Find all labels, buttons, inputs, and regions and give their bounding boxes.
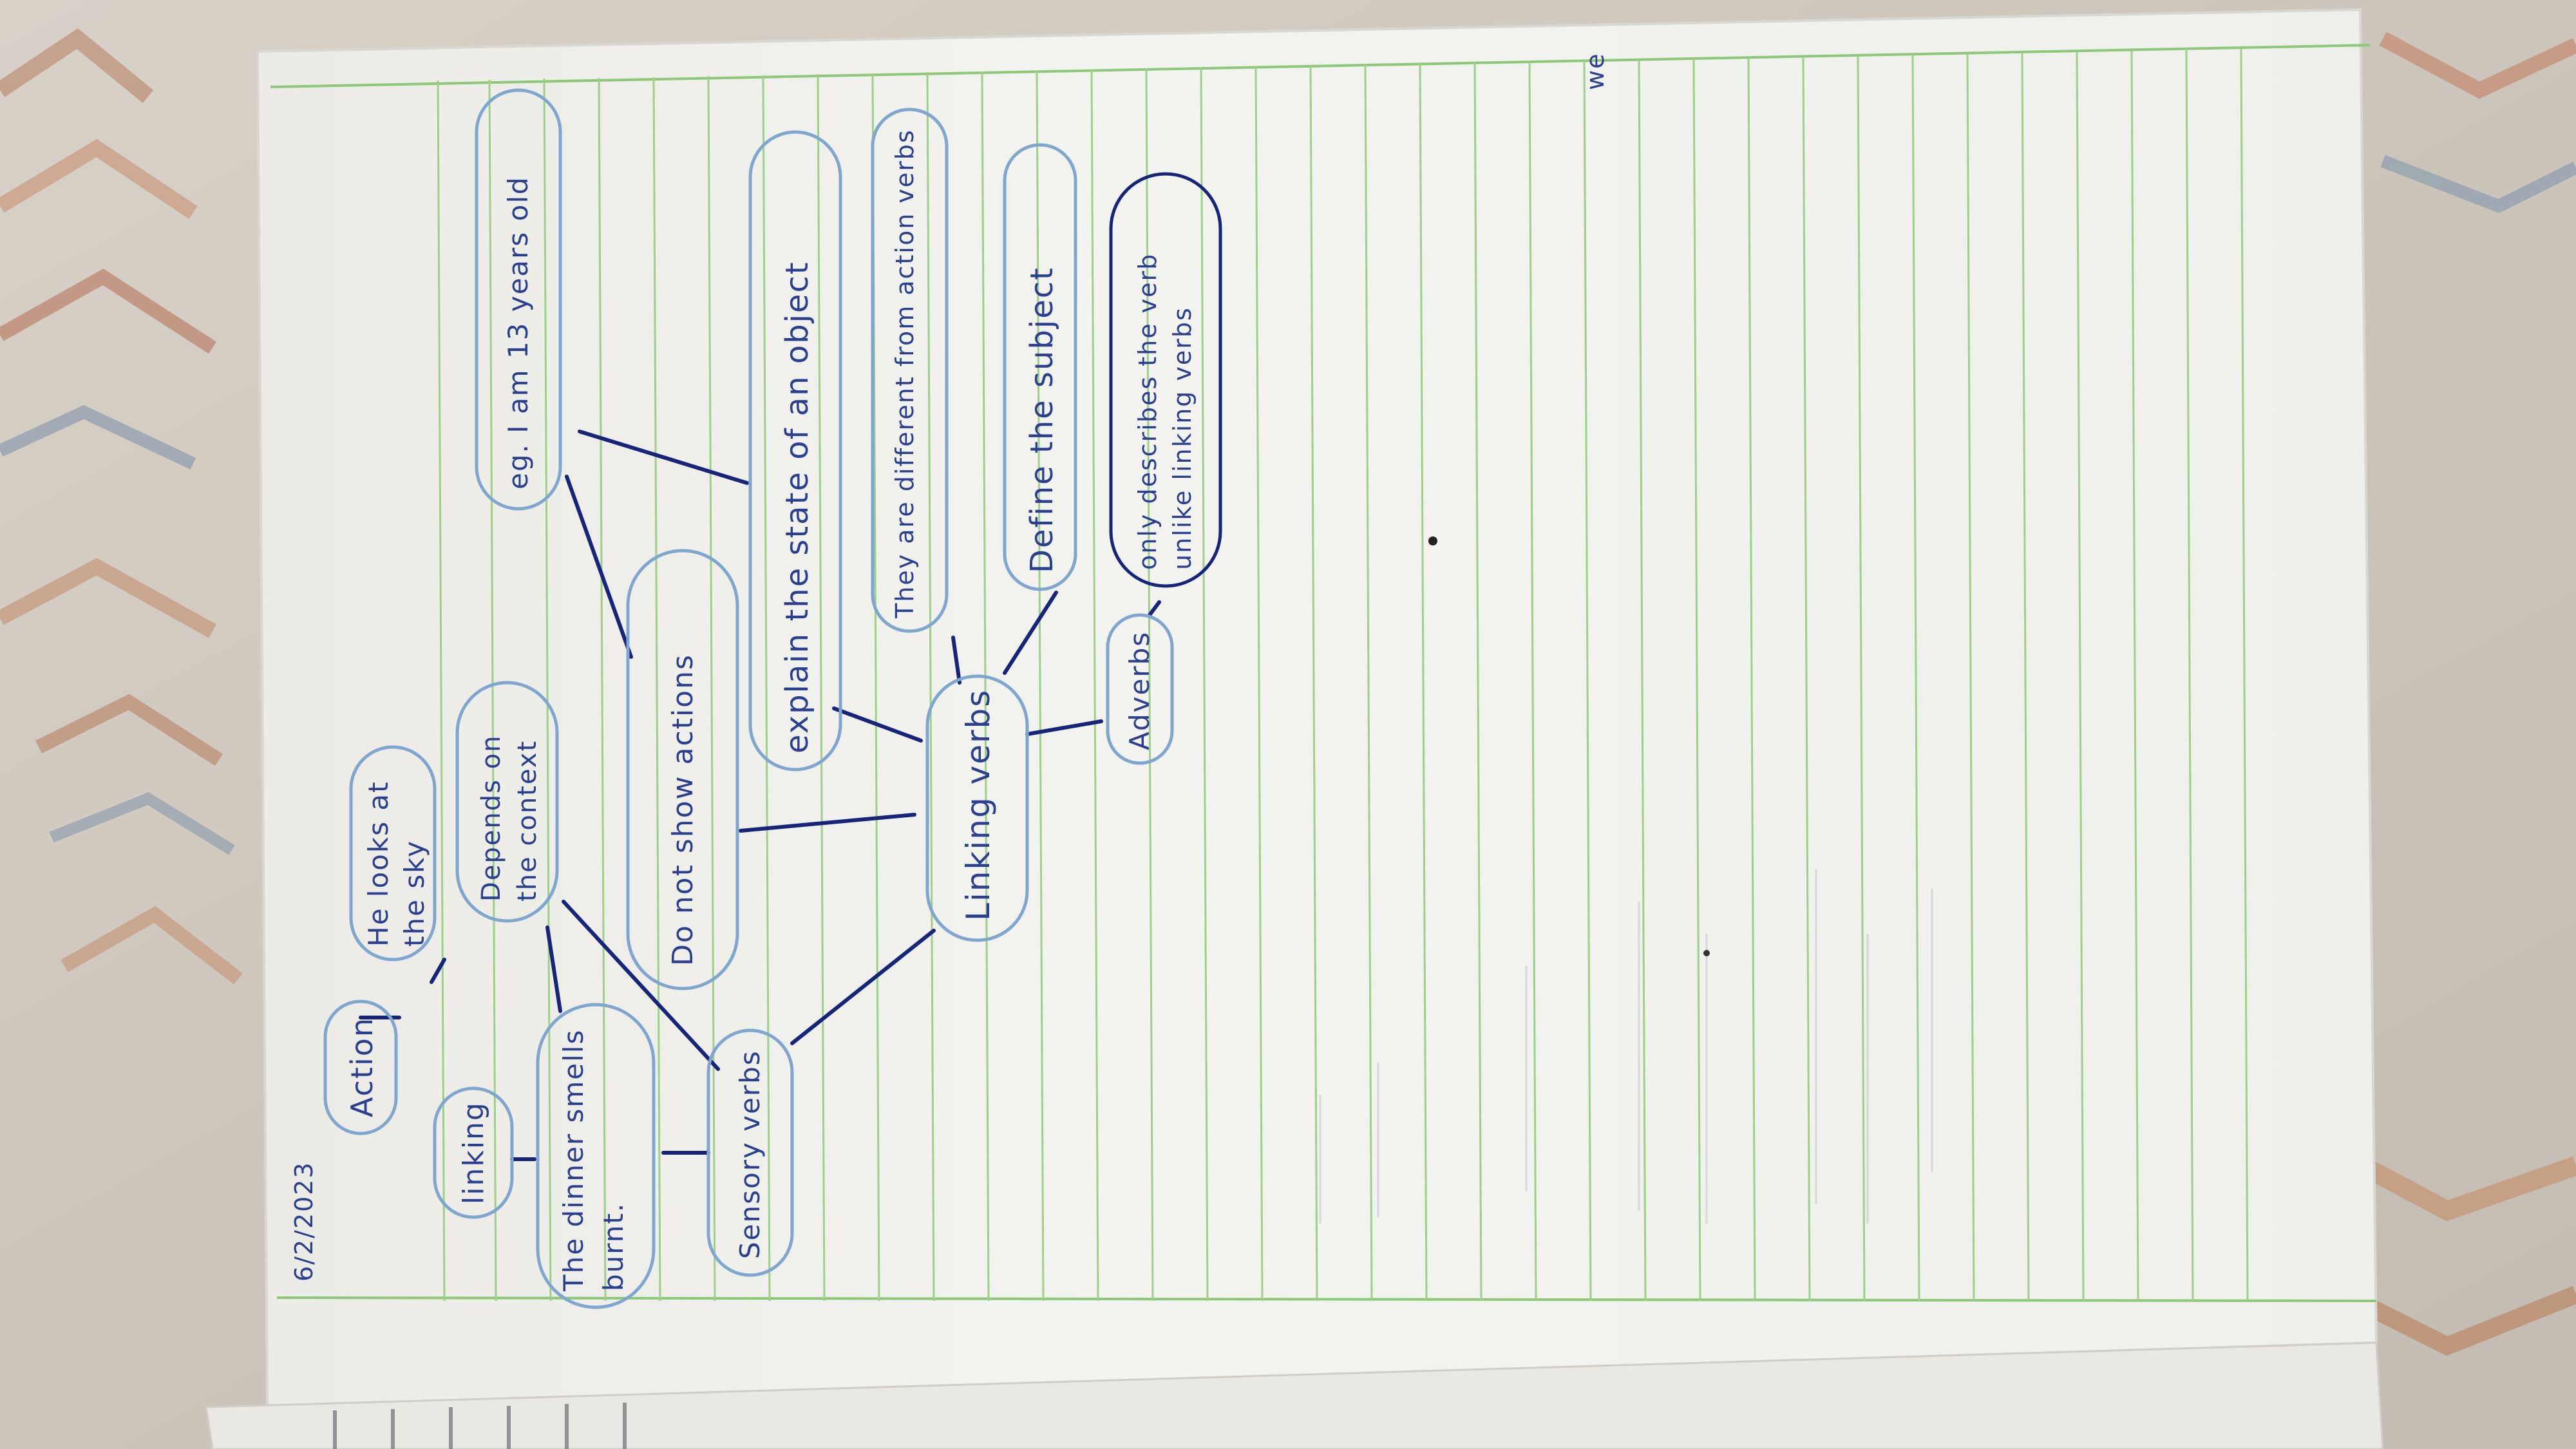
notebook-under-page: [205, 1341, 2384, 1449]
bubble-define-subject: [1003, 143, 1077, 591]
mindmap-connectors: [359, 430, 1161, 1161]
ink-dot: [1428, 536, 1437, 545]
bubble-adverbs-note: [1109, 172, 1222, 588]
no-actions-label: Do not show actions: [667, 654, 699, 966]
bubble-action: [323, 999, 398, 1135]
bubble-no-actions: [626, 549, 739, 990]
bubble-smells-example: [536, 1003, 656, 1309]
bubble-linking-verbs: [925, 674, 1029, 942]
linking-verbs-label: Linking verbs: [960, 688, 997, 921]
define-subject-label: Define the subject: [1024, 267, 1060, 573]
smells-example-label: The dinner smells burnt.: [558, 1028, 629, 1291]
margin-line-top: [270, 44, 2371, 88]
bubble-different-action: [871, 108, 949, 633]
bubble-depends-context: [455, 681, 559, 923]
corner-mark: we: [1581, 52, 1609, 90]
different-action-label: They are different from action verbs: [891, 129, 919, 618]
bubble-looks-example: [349, 745, 437, 961]
bubble-linking: [433, 1086, 514, 1219]
explain-state-label: explain the state of an object: [779, 261, 815, 753]
adverbs-note-label: only describes the verb unlike linking v…: [1133, 252, 1197, 570]
carpet-pattern: [0, 28, 2576, 1356]
under-page-lines: [333, 1403, 627, 1449]
date-label: 6/2/2023: [290, 1161, 318, 1282]
mindmap-bubbles: [323, 88, 1222, 1309]
depends-context-label: Depends on the context: [477, 734, 542, 902]
am-example-label: eg. I am 13 years old: [502, 176, 534, 489]
bubble-explain-state: [748, 130, 842, 772]
linking-label: linking: [457, 1101, 490, 1204]
bubble-sensory-verbs: [706, 1028, 794, 1277]
ink-dot-2: [1703, 950, 1710, 956]
action-label: Action: [345, 1016, 379, 1117]
bleed-through-marks: [1319, 869, 1933, 1224]
sensory-verbs-label: Sensory verbs: [734, 1050, 766, 1259]
bubble-adverbs: [1106, 613, 1174, 765]
bubble-am-example: [475, 88, 562, 511]
ruled-lines: [437, 48, 2249, 1302]
looks-example-label: He looks at the sky: [363, 781, 430, 947]
adverbs-label: Adverbs: [1124, 630, 1155, 750]
